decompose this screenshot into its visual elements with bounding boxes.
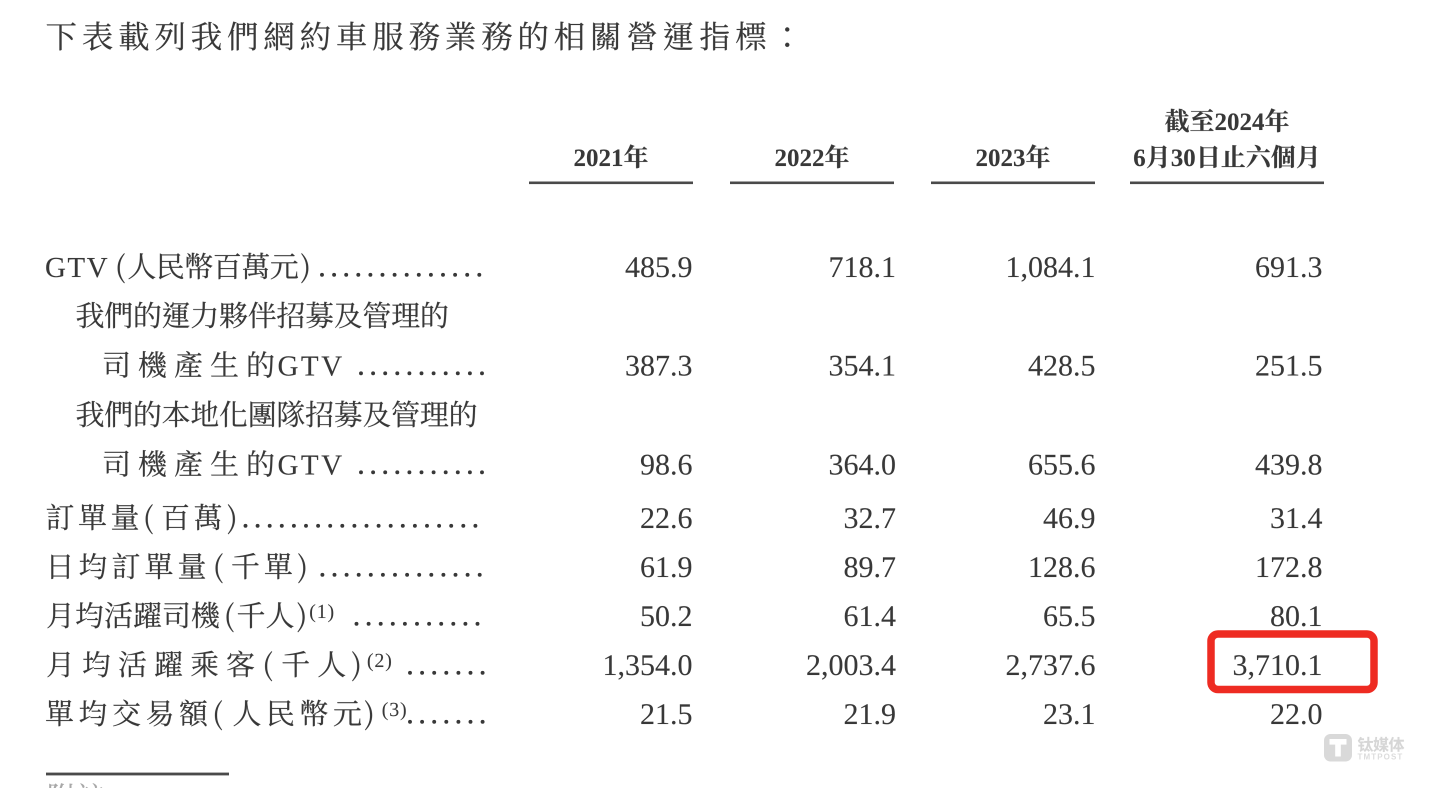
svg-text:TMTPOST: TMTPOST [1358,753,1404,762]
